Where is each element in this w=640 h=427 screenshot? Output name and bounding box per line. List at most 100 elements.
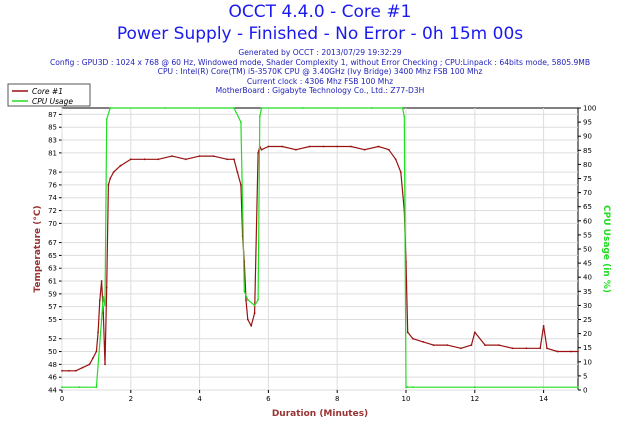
data-point-core-1 [295,148,297,151]
data-point-core-1 [539,347,542,350]
y-tick-label: 76 [48,181,57,189]
data-point-cpu-usage [243,290,246,293]
y-tick-label: 81 [48,149,57,157]
data-point-core-1 [399,171,402,174]
chart-subtitle: Power Supply - Finished - No Error - 0h … [116,24,524,44]
data-point-cpu-usage [473,386,476,389]
data-point-core-1 [406,331,409,334]
data-point-core-1 [61,369,63,372]
data-point-core-1 [109,177,112,180]
data-point-core-1 [100,280,103,282]
y-tick-label: 65 [48,252,57,260]
info-cpu: CPU : Intel(R) Core(TM) i5-3570K CPU @ 3… [157,67,483,76]
data-point-cpu-usage [100,318,103,321]
data-point-cpu-usage [258,115,261,118]
y-tick-label: 50 [48,348,57,356]
data-point-core-1 [97,331,99,334]
y2-tick-label: 75 [583,175,592,183]
data-point-core-1 [112,171,115,174]
info-generated: Generated by OCCT : 2013/07/29 19:32:29 [238,48,402,57]
data-point-core-1 [546,347,548,350]
data-point-cpu-usage [403,115,406,118]
data-point-core-1 [377,145,380,148]
data-point-core-1 [198,155,201,158]
y2-tick-label: 90 [583,133,592,141]
y-tick-label: 57 [48,303,57,311]
data-point-cpu-usage [370,107,373,109]
data-point-core-1 [336,145,339,148]
y-tick-label: 67 [48,239,57,247]
data-point-core-1 [129,158,132,161]
x-tick-label: 2 [129,395,133,403]
data-point-cpu-usage [260,107,263,109]
y2-tick-label: 45 [583,260,592,268]
data-point-cpu-usage [233,107,235,109]
data-point-cpu-usage [61,386,63,389]
y-tick-label: 83 [48,137,57,145]
y2-tick-label: 30 [583,302,592,310]
data-point-core-1 [412,337,414,340]
y-tick-label: 74 [48,194,57,202]
data-point-core-1 [104,363,106,366]
x-tick-label: 0 [60,395,64,403]
y2-tick-label: 20 [583,330,592,338]
y2-tick-label: 80 [583,161,592,169]
info-motherboard: MotherBoard : Gigabyte Technology Co., L… [215,86,425,95]
data-point-cpu-usage [104,304,106,307]
data-point-core-1 [157,158,160,161]
data-point-cpu-usage [257,298,259,301]
data-point-core-1 [556,350,559,353]
y-tick-label: 85 [48,124,57,132]
y2-axis-label: CPU Usage (in %) [601,205,611,293]
y2-tick-label: 10 [583,358,592,366]
data-point-core-1 [473,331,476,334]
data-point-core-1 [260,148,263,151]
y-tick-label: 52 [48,335,57,343]
x-tick-label: 14 [539,395,548,403]
data-point-cpu-usage [78,386,81,389]
legend-label: Core #1 [32,87,63,96]
y2-tick-label: 55 [583,231,592,239]
info-clock: Current clock : 4306 Mhz FSB 100 Mhz [246,76,394,86]
y-axis-label: Temperature (°C) [33,205,43,292]
data-point-core-1 [119,164,122,167]
x-tick-label: 4 [197,395,202,403]
y2-tick-label: 15 [583,344,592,352]
data-point-core-1 [460,347,462,350]
data-point-core-1 [226,158,229,161]
info-config: Config : GPU3D : 1024 x 768 @ 60 Hz, Win… [49,57,591,67]
y-tick-label: 87 [48,111,57,119]
data-point-core-1 [253,312,256,314]
data-point-core-1 [81,366,84,369]
data-point-core-1 [525,347,528,350]
data-point-cpu-usage [240,121,242,123]
data-point-core-1 [171,155,174,158]
data-point-core-1 [432,344,435,346]
data-point-core-1 [245,299,247,302]
data-point-core-1 [577,350,579,353]
data-point-core-1 [350,145,352,148]
data-point-core-1 [233,158,235,161]
y2-tick-label: 60 [583,217,592,225]
data-point-cpu-usage [577,386,579,389]
data-point-core-1 [257,152,259,154]
y2-tick-label: 85 [583,147,592,155]
x-tick-label: 8 [335,395,339,403]
data-point-cpu-usage [406,386,409,389]
y2-tick-label: 25 [583,316,592,324]
data-point-core-1 [446,344,449,346]
data-point-cpu-usage [301,107,304,109]
data-point-cpu-usage [105,118,108,121]
data-point-cpu-usage [164,107,167,109]
data-point-core-1 [322,145,325,148]
data-point-core-1 [98,299,101,302]
data-point-cpu-usage [246,298,249,301]
data-point-core-1 [387,148,390,151]
y2-tick-label: 35 [583,288,592,296]
data-point-core-1 [184,158,187,161]
plot-area [61,107,579,391]
data-point-core-1 [88,363,91,366]
data-point-core-1 [363,148,366,151]
x-tick-label: 10 [402,395,411,403]
